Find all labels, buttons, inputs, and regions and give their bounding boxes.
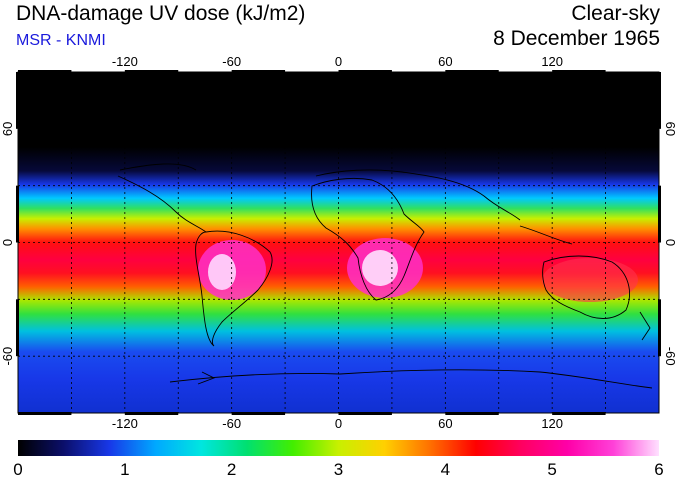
lon-tick-label-top: -120 [112, 54, 138, 69]
frame-bar-bottom [124, 412, 179, 415]
colorbar-tick-label: 2 [227, 460, 236, 479]
lon-tick-label-top: 60 [438, 54, 452, 69]
map-title: DNA-damage UV dose (kJ/m2) [16, 2, 306, 25]
new-zealand-coast [639, 311, 651, 341]
colorbar-tick-label: 4 [441, 460, 450, 479]
australia-coast [542, 255, 630, 319]
coastlines [117, 163, 653, 389]
lon-tick-label-bottom: 60 [438, 416, 452, 431]
frame-bar-bottom [445, 412, 499, 415]
sky-condition-label: Clear-sky [571, 2, 660, 25]
frame-bar-left [16, 72, 19, 129]
frame-tick-bars [16, 70, 661, 415]
frame-bar-top [338, 70, 392, 73]
source-label: MSR - KNMI [16, 32, 106, 49]
colorbar: 0 1 2 3 4 5 6 [13, 440, 664, 479]
frame-bar-top [124, 70, 179, 73]
colorbar-tick-label: 0 [13, 460, 22, 479]
antarctica-coast [169, 369, 653, 389]
frame-bar-bottom [552, 412, 606, 415]
lon-tick-label-bottom: -60 [222, 416, 241, 431]
frame-bar-bottom [231, 412, 286, 415]
lat-tick-label-right: 0 [663, 239, 678, 246]
frame-bar-top [445, 70, 499, 73]
eurasia-south-coast [315, 169, 521, 221]
colorbar-strip [18, 440, 659, 456]
map-area [16, 70, 661, 415]
lon-tick-label-top: 120 [541, 54, 563, 69]
lat-tick-label-left: -60 [0, 347, 15, 366]
lon-tick-label-bottom: 120 [541, 416, 563, 431]
date-label: 8 December 1965 [493, 27, 660, 50]
frame-bar-top [231, 70, 286, 73]
andes-peak-hotspot [208, 254, 236, 290]
colorbar-tick-label: 3 [334, 460, 343, 479]
frame-bar-left [16, 185, 19, 243]
frame-bar-right [658, 299, 661, 357]
colorbar-tick-label: 6 [654, 460, 663, 479]
north-america-coast [119, 163, 197, 171]
frame-bar-left [16, 299, 19, 357]
lat-tick-label-left: 60 [0, 122, 15, 136]
southern-africa-peak [362, 250, 398, 286]
colorbar-labels: 0 1 2 3 4 5 6 [13, 460, 663, 479]
frame-bar-right [658, 185, 661, 243]
lat-tick-label-right: -60 [663, 347, 678, 366]
frame-bar-bottom [18, 412, 72, 415]
frame-bar-bottom [338, 412, 392, 415]
maritime-asia-coast [519, 225, 573, 245]
lon-tick-label-top: 0 [335, 54, 342, 69]
frame-bar-top [18, 70, 72, 73]
lon-tick-label-bottom: 0 [335, 416, 342, 431]
frame-bar-right [658, 72, 661, 129]
colorbar-tick-label: 1 [120, 460, 129, 479]
frame-bar-top [552, 70, 606, 73]
graticule [18, 72, 659, 413]
south-america-coast [195, 230, 273, 347]
central-america-coast [117, 175, 207, 233]
lat-tick-label-right: 60 [663, 122, 678, 136]
africa-coast [311, 177, 425, 301]
australia-hotspot [542, 258, 638, 302]
lat-tick-label-left: 0 [0, 239, 15, 246]
lon-tick-label-top: -60 [222, 54, 241, 69]
axis-labels: -120 -120 -60 -60 0 0 60 60 120 120 60 60 0 0 -60 -60 [0, 54, 678, 431]
colorbar-tick-label: 5 [547, 460, 556, 479]
antarctic-peninsula-coast [197, 371, 216, 385]
lon-tick-label-bottom: -120 [112, 416, 138, 431]
